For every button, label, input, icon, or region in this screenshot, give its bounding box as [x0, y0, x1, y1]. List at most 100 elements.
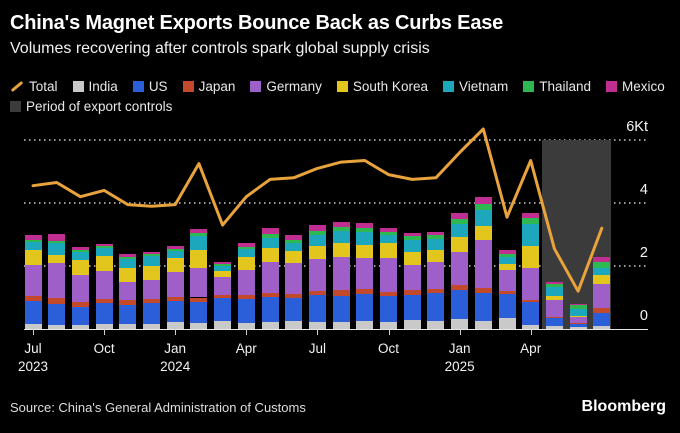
- bar-segment-thailand: [593, 262, 611, 269]
- legend-label: Total: [29, 78, 58, 94]
- bar-segment-us: [214, 297, 232, 322]
- bar-segment-germany: [474, 240, 492, 289]
- bar-segment-india: [380, 322, 397, 329]
- color-swatch-icon: [182, 80, 194, 92]
- bar-segment-japan: [569, 323, 587, 324]
- bar-segment-vietnam: [71, 251, 89, 260]
- bar-segment-vietnam: [48, 243, 66, 255]
- bar-segment-vietnam: [332, 231, 350, 244]
- bar-segment-india: [214, 321, 232, 329]
- x-axis-month-label: Jul: [308, 341, 327, 356]
- x-axis-year-label: 2023: [17, 359, 49, 374]
- bar-segment-vietnam: [308, 234, 326, 246]
- x-axis-tick: [33, 329, 34, 335]
- bar-segment-japan: [95, 298, 113, 303]
- bar-segment-us: [427, 292, 445, 321]
- bar-segment-mexico: [214, 261, 232, 265]
- color-swatch-icon: [10, 100, 21, 112]
- bar-segment-mexico: [545, 281, 563, 285]
- bar-segment-germany: [451, 252, 469, 286]
- bar-segment-thailand: [285, 239, 303, 243]
- legend-label: India: [88, 78, 118, 94]
- bar-segment-thailand: [95, 246, 113, 248]
- x-axis-baseline: [24, 329, 648, 330]
- bar-segment-germany: [285, 262, 303, 294]
- bar-segment-vietnam: [545, 286, 563, 296]
- bar-segment-germany: [237, 269, 255, 295]
- bar-segment-germany: [48, 262, 66, 298]
- y-axis-label-4: 4: [639, 182, 648, 198]
- bar-segment-vietnam: [522, 223, 540, 246]
- legend-item-japan: Japan: [182, 78, 235, 94]
- bar-segment-us: [403, 295, 421, 321]
- bar-segment-india: [166, 322, 184, 329]
- x-axis-year-label: 2024: [160, 359, 191, 374]
- bar-segment-south-korea: [48, 254, 66, 263]
- bar-segment-south-korea: [593, 275, 611, 284]
- legend-label: Thailand: [539, 78, 592, 94]
- bar-segment-japan: [522, 300, 540, 302]
- color-swatch-icon: [523, 80, 535, 92]
- x-axis-month-label: Jan: [448, 341, 471, 356]
- legend-label: Period of export controls: [26, 98, 173, 114]
- x-axis-tick: [175, 329, 177, 335]
- bar-segment-mexico: [474, 197, 492, 205]
- x-axis-tick: [246, 329, 248, 335]
- bar-segment-germany: [545, 299, 563, 318]
- x-axis-month-label: Oct: [377, 341, 400, 356]
- bar-segment-south-korea: [237, 256, 255, 270]
- legend-item-vietnam: Vietnam: [442, 78, 508, 94]
- bar-segment-japan: [545, 317, 563, 318]
- bar-segment-japan: [451, 285, 469, 291]
- bar-segment-vietnam: [24, 241, 42, 250]
- legend-item-germany: Germany: [250, 78, 322, 94]
- bar-segment-us: [166, 300, 184, 323]
- bar-segment-japan: [166, 296, 184, 301]
- bar-segment-japan: [190, 297, 208, 302]
- bar-segment-us: [237, 298, 255, 323]
- color-swatch-icon: [442, 80, 454, 92]
- bar-segment-germany: [522, 267, 540, 300]
- bar-segment-vietnam: [285, 243, 303, 251]
- bar-segment-mexico: [285, 234, 303, 240]
- bar-segment-vietnam: [427, 238, 445, 250]
- bar-segment-us: [308, 294, 326, 323]
- bar-segment-south-korea: [166, 258, 184, 272]
- bar-segment-germany: [119, 281, 137, 300]
- x-axis-month-label: Apr: [520, 341, 542, 356]
- bar-segment-us: [119, 304, 137, 324]
- bar-segment-india: [593, 325, 611, 329]
- bar-segment-south-korea: [545, 295, 563, 300]
- bar-segment-india: [24, 323, 42, 329]
- bar-segment-germany: [498, 269, 516, 291]
- bar-segment-vietnam: [190, 236, 208, 251]
- bar-segment-south-korea: [332, 243, 350, 258]
- bar-segment-japan: [24, 295, 42, 301]
- bar-segment-vietnam: [143, 255, 160, 266]
- page-title: China's Magnet Exports Bounce Back as Cu…: [10, 12, 504, 34]
- x-axis-tick: [530, 329, 532, 335]
- bar-segment-india: [261, 322, 279, 329]
- bar-segment-south-korea: [24, 249, 42, 266]
- bar-segment-mexico: [190, 229, 208, 233]
- color-swatch-icon: [336, 80, 348, 92]
- bar-segment-thailand: [261, 234, 279, 239]
- bar-segment-india: [48, 324, 66, 329]
- bar-segment-vietnam: [237, 248, 255, 257]
- bar-segment-india: [237, 322, 255, 329]
- bar-segment-south-korea: [285, 250, 303, 263]
- bar-segment-south-korea: [498, 263, 516, 270]
- bar-segment-mexico: [237, 243, 255, 248]
- bar-segment-india: [427, 320, 445, 329]
- bar-segment-germany: [569, 317, 587, 324]
- color-swatch-icon: [250, 80, 262, 92]
- color-swatch-icon: [132, 80, 144, 92]
- bar-segment-mexico: [95, 243, 113, 247]
- bar-segment-us: [474, 293, 492, 322]
- bar-segment-vietnam: [451, 224, 469, 237]
- bar-segment-mexico: [498, 249, 516, 254]
- bar-segment-india: [498, 317, 516, 329]
- bar-segment-south-korea: [190, 250, 208, 268]
- bar-segment-japan: [143, 298, 160, 303]
